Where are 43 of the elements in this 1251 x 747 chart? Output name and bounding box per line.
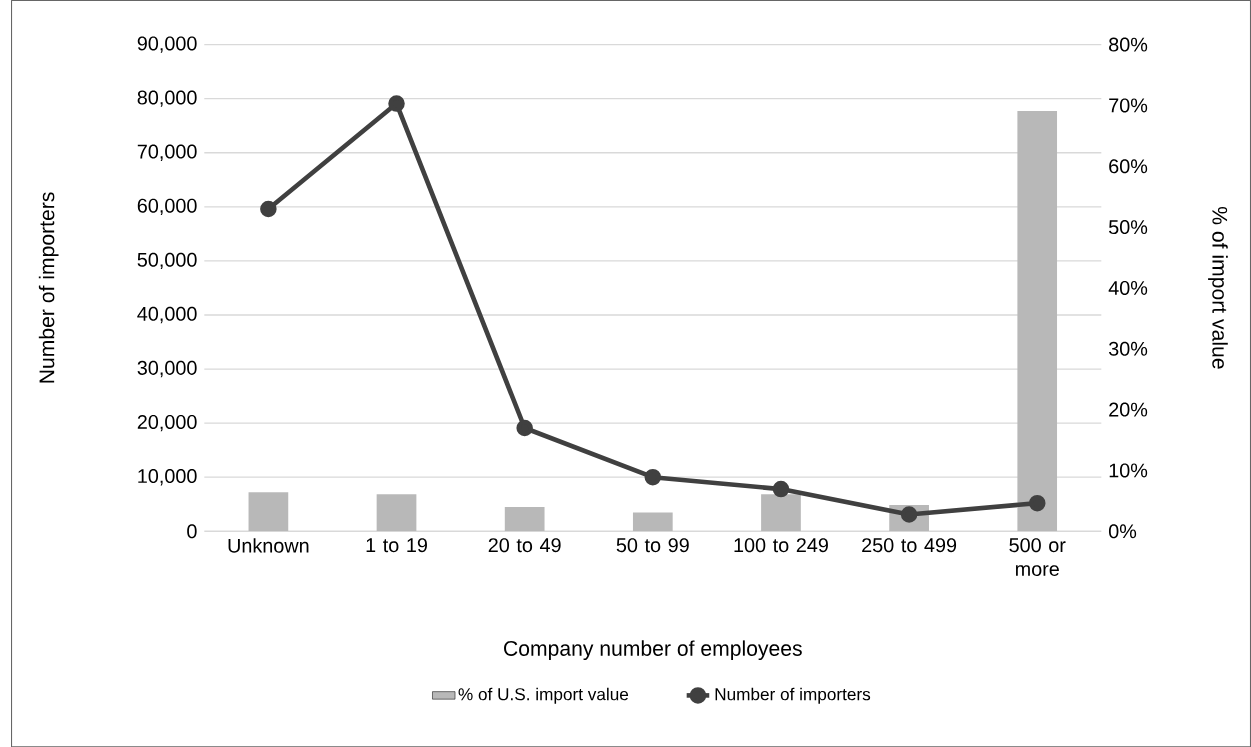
y-tick-label: 60,000 (137, 198, 197, 215)
bar (761, 494, 801, 532)
x-tick-label: 250 to 499 (862, 537, 957, 553)
bar (504, 506, 545, 532)
x-tick-label: 100 to 249 (734, 537, 828, 553)
y2-tick-label: 10% (1109, 463, 1148, 478)
x-tick-label: 50 to 99 (616, 537, 689, 553)
y-tick-label: 80,000 (137, 90, 197, 107)
y2-tick-label: 50% (1108, 219, 1148, 234)
bar (248, 492, 289, 532)
point (772, 480, 790, 498)
y2-tick-label: 30% (1108, 341, 1148, 356)
y2-tick-label: 70% (1109, 98, 1148, 113)
y2-tick-label: 20% (1109, 402, 1148, 417)
x-tick-label: 20 to 49 (488, 537, 561, 553)
point (260, 200, 277, 218)
y-tick-label: 50,000 (137, 252, 197, 269)
y-tick-label: 70,000 (137, 144, 197, 161)
bar (1017, 110, 1058, 532)
x-tick-label: Unknown (228, 537, 309, 553)
y-tick-label: 30,000 (137, 360, 197, 378)
bar (632, 512, 673, 532)
legend-label: Number of importers (715, 687, 871, 704)
y-tick-label: 10,000 (138, 468, 197, 486)
y-tick-label: 40,000 (137, 306, 197, 323)
y2-tick-label: 0% (1108, 524, 1137, 539)
y-axis-title: Number of importers (38, 192, 59, 383)
x-tick-label: 1 to 19 (366, 537, 427, 553)
legend-label: % of U.S. import value (458, 687, 629, 704)
y-tick-label: 0 (187, 524, 197, 539)
point (388, 95, 405, 112)
point (644, 468, 662, 486)
bar (376, 494, 417, 532)
x-axis-title: Company number of employees (504, 640, 802, 660)
y2-tick-label: 80% (1109, 37, 1148, 52)
y-tick-label: 90,000 (137, 36, 197, 53)
y2-tick-label: 60% (1109, 159, 1148, 174)
y-tick-label: 20,000 (137, 414, 197, 432)
point (1028, 494, 1046, 512)
point (516, 419, 533, 437)
x-tick-label: 500 or more (1009, 537, 1066, 576)
y2-axis-title: % of import value (1208, 206, 1228, 369)
y2-tick-label: 40% (1108, 280, 1148, 295)
